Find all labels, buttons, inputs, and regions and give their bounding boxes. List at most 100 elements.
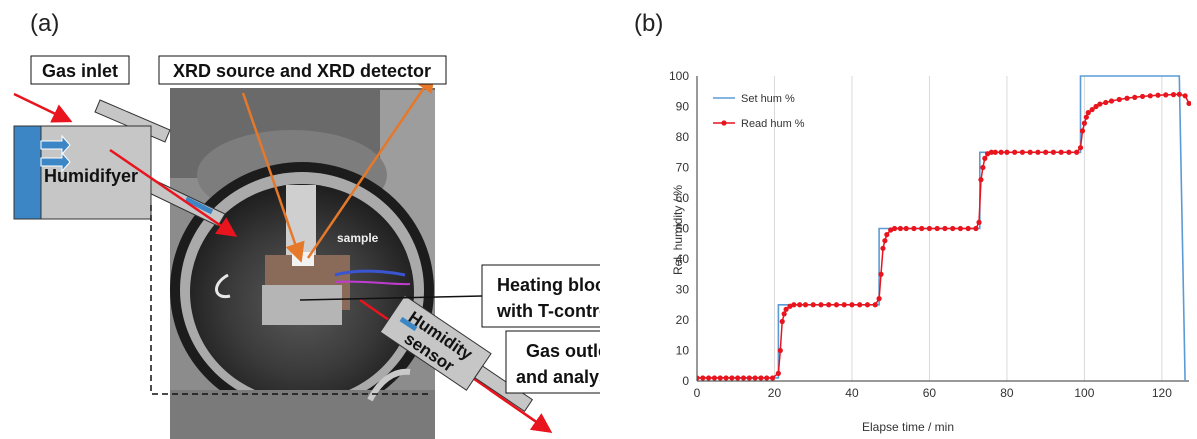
- data-point: [1139, 93, 1146, 100]
- data-point: [1077, 145, 1084, 151]
- data-point: [1019, 149, 1026, 155]
- data-point: [1058, 149, 1064, 155]
- data-point: [711, 375, 718, 381]
- data-point: [1186, 100, 1191, 107]
- xrd-source-beam: [241, 92, 305, 263]
- data-point: [735, 375, 741, 381]
- data-point: [758, 375, 764, 381]
- data-point: [706, 375, 712, 381]
- y-tick-label: 100: [669, 69, 689, 83]
- data-point: [775, 370, 781, 376]
- data-point: [884, 232, 890, 238]
- heating-box: [481, 264, 600, 328]
- data-point: [965, 225, 971, 232]
- data-point: [810, 302, 816, 308]
- humidity-chart: 0 20 40 60 80 100 120 0 10 20 30 40 50 60 70 80 90 100 Se…: [669, 69, 1191, 434]
- data-point: [978, 177, 984, 183]
- data-point: [1108, 98, 1115, 104]
- data-point: [1097, 101, 1103, 107]
- data-point: [926, 225, 933, 232]
- data-point: [1079, 128, 1086, 134]
- x-axis-label: Elapse time / min: [862, 420, 954, 434]
- data-point: [1124, 95, 1130, 101]
- data-point: [876, 296, 882, 302]
- data-point: [1043, 149, 1049, 155]
- data-point: [783, 306, 789, 312]
- x-tick-label: 80: [1000, 386, 1014, 400]
- y-tick-label: 0: [682, 374, 689, 388]
- y-tick-label: 30: [676, 283, 690, 297]
- y-tick-label: 70: [676, 161, 690, 175]
- data-point: [769, 375, 776, 381]
- x-tick-label: 40: [845, 386, 859, 400]
- data-point: [880, 245, 886, 251]
- data-point: [976, 219, 982, 225]
- chart-series: [697, 75, 1191, 382]
- legend-label: Set hum %: [741, 93, 795, 105]
- heating-label-1: Heating block: [497, 275, 600, 295]
- data-point: [1066, 149, 1072, 155]
- data-point: [1035, 149, 1041, 155]
- data-point: [864, 302, 871, 308]
- gas-flow-arrow: [109, 148, 238, 237]
- data-point: [982, 155, 988, 161]
- data-point: [1182, 93, 1188, 99]
- data-point: [1116, 96, 1122, 103]
- data-point: [878, 271, 884, 277]
- data-point: [998, 149, 1004, 155]
- outlet-label-2: and analysis: [516, 367, 600, 387]
- data-point: [1083, 114, 1089, 120]
- data-point: [1176, 91, 1182, 97]
- x-tick-label: 60: [923, 386, 937, 400]
- data-point: [802, 302, 809, 308]
- xrd-detector-beam: [306, 71, 435, 259]
- data-point: [1163, 92, 1169, 98]
- chart-axes: 0 20 40 60 80 100 120 0 10 20 30 40 50 60 70 80 90 100: [669, 69, 1189, 400]
- series-line-2: [697, 93, 1190, 379]
- data-point: [919, 225, 925, 232]
- y-tick-label: 10: [676, 344, 690, 358]
- data-point: [897, 225, 903, 232]
- heating-leader: [299, 295, 483, 301]
- gas-inlet-label: Gas inlet: [42, 61, 118, 81]
- setup-schematic: Humidifyer Humidity sensor Gas inlet XRD…: [13, 55, 600, 439]
- y-tick-label: 60: [676, 191, 690, 205]
- y-tick-label: 90: [676, 100, 690, 114]
- data-point: [818, 302, 824, 308]
- data-point: [891, 225, 898, 232]
- sample-label: sample: [337, 231, 379, 245]
- y-tick-label: 50: [676, 222, 690, 236]
- data-point: [1085, 110, 1091, 116]
- y-tick-label: 20: [676, 313, 690, 327]
- data-point: [1132, 94, 1138, 100]
- data-point: [950, 225, 956, 232]
- data-point: [791, 302, 797, 308]
- xrd-label: XRD source and XRD detector: [173, 61, 431, 81]
- panel-a-label: (a): [30, 10, 60, 37]
- data-point: [1147, 93, 1153, 99]
- data-point: [700, 375, 706, 381]
- data-point: [1155, 92, 1161, 98]
- data-point: [957, 225, 964, 232]
- data-point: [988, 149, 995, 155]
- legend-marker: [721, 120, 727, 126]
- data-point: [752, 375, 758, 381]
- data-point: [781, 311, 787, 317]
- y-tick-label: 80: [676, 130, 690, 144]
- data-point: [1050, 149, 1057, 155]
- data-point: [779, 318, 785, 325]
- data-point: [849, 302, 855, 308]
- xrd-box: [158, 55, 447, 85]
- data-point: [833, 302, 840, 308]
- data-point: [882, 238, 888, 244]
- x-tick-label: 20: [768, 386, 782, 400]
- data-point: [746, 375, 752, 381]
- data-point: [1093, 103, 1099, 110]
- y-axis-label: Rel. humidity / %: [671, 185, 685, 275]
- data-point: [973, 225, 979, 232]
- data-point: [841, 302, 847, 308]
- humidifyer-label: Humidifyer: [44, 166, 138, 186]
- data-point: [1170, 92, 1177, 98]
- data-point: [992, 149, 998, 155]
- gas-inlet-arrow: [13, 92, 73, 123]
